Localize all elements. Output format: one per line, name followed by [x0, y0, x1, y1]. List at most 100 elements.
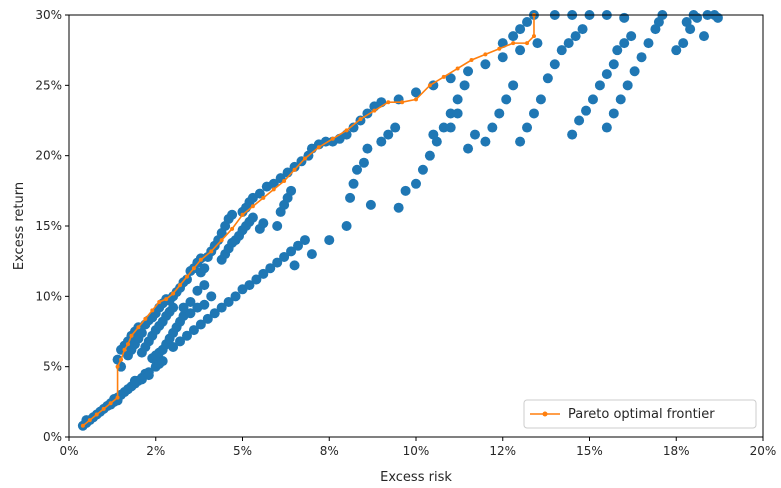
scatter-point: [265, 263, 276, 274]
scatter-point: [299, 235, 310, 246]
scatter-point: [508, 31, 519, 42]
x-tick-label: 10%: [403, 444, 430, 458]
scatter-point: [556, 45, 567, 56]
scatter-point: [501, 94, 512, 105]
scatter-point: [643, 38, 654, 49]
scatter-point: [515, 24, 526, 35]
scatter-point: [608, 59, 619, 70]
frontier-marker: [386, 100, 391, 105]
scatter-point: [168, 341, 179, 352]
frontier-marker: [122, 347, 127, 352]
scatter-point: [348, 122, 359, 133]
scatter-point: [258, 218, 269, 229]
scatter-point: [567, 129, 578, 140]
scatter-point: [563, 38, 574, 49]
scatter-point: [601, 122, 612, 133]
frontier-line: [82, 15, 535, 427]
scatter-point: [390, 122, 401, 133]
frontier-marker: [511, 41, 516, 46]
scatter-point: [417, 164, 428, 175]
scatter-point: [515, 136, 526, 147]
frontier-marker: [497, 46, 502, 51]
scatter-point: [223, 296, 234, 307]
frontier-marker: [101, 406, 106, 411]
scatter-point: [199, 299, 210, 310]
scatter-point: [494, 108, 505, 119]
scatter-point: [626, 31, 637, 42]
scatter-point: [376, 136, 387, 147]
frontier-marker: [164, 297, 169, 302]
scatter-point: [202, 313, 213, 324]
scatter-point: [400, 185, 411, 196]
frontier-marker: [455, 66, 460, 71]
scatter-point: [143, 370, 154, 381]
scatter-point: [185, 296, 196, 307]
frontier-marker: [525, 41, 530, 46]
scatter-point: [268, 178, 279, 189]
scatter-point: [615, 94, 626, 105]
frontier-marker: [80, 423, 85, 428]
frontier-marker: [261, 195, 266, 200]
scatter-point: [487, 122, 498, 133]
scatter-point: [712, 12, 723, 23]
scatter-point: [692, 12, 703, 23]
frontier-marker: [292, 167, 297, 172]
scatter-point: [365, 199, 376, 210]
scatter-point: [587, 94, 598, 105]
frontier-marker: [271, 187, 276, 192]
x-tick-label: 18%: [663, 444, 690, 458]
scatter-point: [411, 87, 421, 98]
scatter-point: [619, 12, 630, 23]
frontier-marker: [344, 128, 349, 133]
scatter-point: [678, 38, 689, 49]
frontier-marker: [441, 74, 446, 79]
y-tick-label: 10%: [35, 289, 62, 303]
frontier-marker: [143, 316, 148, 321]
x-axis-label: Excess risk: [380, 470, 452, 485]
scatter-point: [206, 291, 217, 302]
frontier-marker: [129, 333, 134, 338]
scatter-series: [77, 10, 723, 431]
frontier-marker: [372, 108, 377, 113]
scatter-point: [445, 122, 456, 133]
scatter-point: [272, 221, 283, 231]
scatter-point: [428, 80, 439, 91]
scatter-point: [411, 178, 421, 189]
frontier-marker: [240, 212, 245, 217]
scatter-point: [289, 260, 300, 271]
scatter-point: [622, 80, 633, 91]
scatter-point: [424, 150, 435, 161]
scatter-point: [181, 330, 192, 341]
scatter-point: [348, 178, 359, 189]
frontier-marker: [119, 357, 124, 362]
scatter-point: [216, 302, 227, 313]
frontier-marker: [108, 401, 113, 406]
scatter-point: [629, 66, 640, 77]
legend-box: [523, 399, 757, 429]
scatter-point: [445, 73, 456, 84]
frontier-marker: [125, 342, 130, 347]
scatter-point: [594, 80, 605, 91]
frontier-marker: [483, 52, 488, 57]
frontier-marker: [400, 100, 405, 105]
scatter-point: [438, 122, 449, 133]
frontier-marker: [184, 274, 189, 279]
scatter-point: [612, 45, 623, 56]
scatter-point: [362, 143, 373, 154]
scatter-point: [581, 105, 592, 116]
frontier-marker: [171, 291, 176, 296]
y-axis-label: Excess return: [12, 182, 27, 270]
y-tick-label: 20%: [35, 149, 62, 163]
frontier-marker: [115, 364, 120, 369]
frontier-marker: [330, 136, 335, 141]
x-tick-label: 0%: [59, 444, 78, 458]
y-tick-label: 25%: [35, 78, 62, 92]
scatter-point: [185, 308, 196, 319]
scatter-point: [619, 38, 630, 49]
y-tick-label: 15%: [35, 219, 62, 233]
scatter-point: [136, 327, 147, 338]
scatter-point: [227, 209, 238, 220]
scatter-point: [181, 274, 192, 285]
scatter-point: [469, 129, 480, 140]
